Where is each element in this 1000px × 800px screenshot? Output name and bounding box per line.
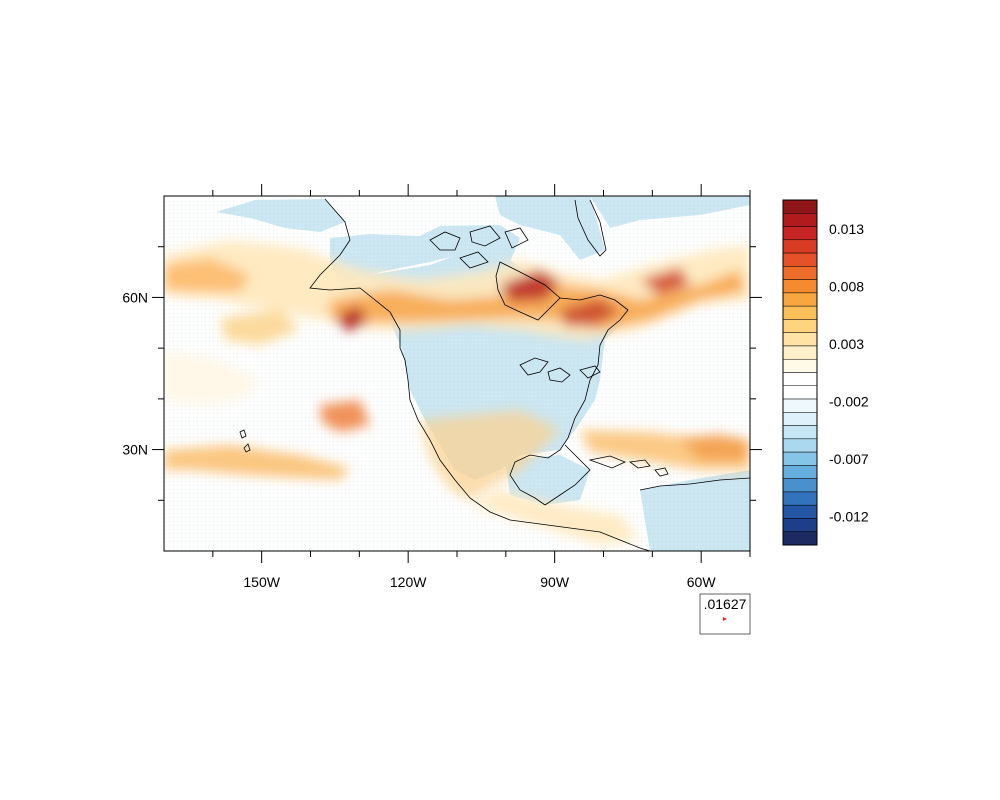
- colorbar-box: [782, 266, 818, 280]
- alaska-coast: [309, 198, 651, 551]
- reference-vector-label: .01627: [704, 596, 747, 612]
- hudson-bay-coast: [495, 261, 561, 321]
- x-tick-label: 90W: [540, 574, 570, 590]
- colorbar-box: [782, 438, 818, 453]
- x-axis-labels: 150W 120W 90W 60W: [243, 574, 716, 590]
- colorbar-tick-label: 0.008: [829, 278, 864, 294]
- colorbar-box: [782, 478, 818, 493]
- colorbar-box: [782, 451, 818, 466]
- colorbar-box: [782, 398, 818, 413]
- greenland-coast: [574, 199, 607, 257]
- colorbar-box: [782, 531, 818, 546]
- colorbar-box: [782, 412, 818, 426]
- colorbar-box: [782, 305, 818, 320]
- y-axis-ticks: [152, 246, 762, 501]
- colorbar-box: [782, 292, 818, 307]
- south-america-coast: [639, 477, 750, 491]
- colorbar-box: [782, 279, 818, 294]
- reference-vector-box: .01627: [699, 593, 751, 635]
- colorbar-box: [782, 425, 818, 440]
- colorbar-box: [782, 332, 818, 347]
- colorbar-box: [782, 239, 818, 254]
- east-coast: [509, 294, 629, 506]
- colorbar-box: [782, 518, 818, 532]
- colorbar: [782, 199, 818, 546]
- colorbar-box: [782, 319, 818, 333]
- gulf-coast: [544, 444, 591, 506]
- reference-vector-arrow: [723, 617, 727, 621]
- colorbar-box: [782, 213, 818, 227]
- colorbar-box: [782, 358, 818, 373]
- colorbar-box: [782, 372, 818, 387]
- colorbar-tick-label: 0.013: [829, 221, 864, 237]
- colorbar-box: [782, 226, 818, 241]
- y-axis-labels: 60N 30N: [122, 289, 148, 457]
- x-tick-label: 120W: [390, 574, 427, 590]
- colorbar-box: [782, 491, 818, 506]
- caribbean-islands: [588, 455, 669, 477]
- colorbar-box: [782, 504, 818, 519]
- colorbar-box: [782, 252, 818, 267]
- arctic-islands: [429, 225, 529, 269]
- colorbar-box: [782, 345, 818, 360]
- colorbar-box: [782, 199, 818, 214]
- colorbar-tick-label: -0.007: [829, 451, 869, 467]
- colorbar-tick-label: -0.002: [829, 393, 869, 409]
- colorbar-outline: [782, 199, 818, 546]
- x-axis-ticks: [212, 184, 751, 563]
- colorbar-tick-label: -0.012: [829, 508, 869, 524]
- hawaii: [239, 429, 251, 453]
- y-tick-label: 30N: [122, 442, 148, 458]
- colorbar-box: [782, 465, 818, 479]
- x-tick-label: 60W: [687, 574, 717, 590]
- colorbar-labels: 0.013 0.008 0.003 -0.002 -0.007 -0.012: [829, 221, 869, 525]
- y-tick-label: 60N: [122, 289, 148, 305]
- coastlines: [239, 198, 750, 551]
- colorbar-box: [782, 385, 818, 400]
- map-panel: [164, 196, 750, 551]
- colorbar-tick-label: 0.003: [829, 336, 864, 352]
- positive-field: [164, 240, 750, 545]
- great-lakes: [519, 357, 601, 383]
- x-tick-label: 150W: [243, 574, 280, 590]
